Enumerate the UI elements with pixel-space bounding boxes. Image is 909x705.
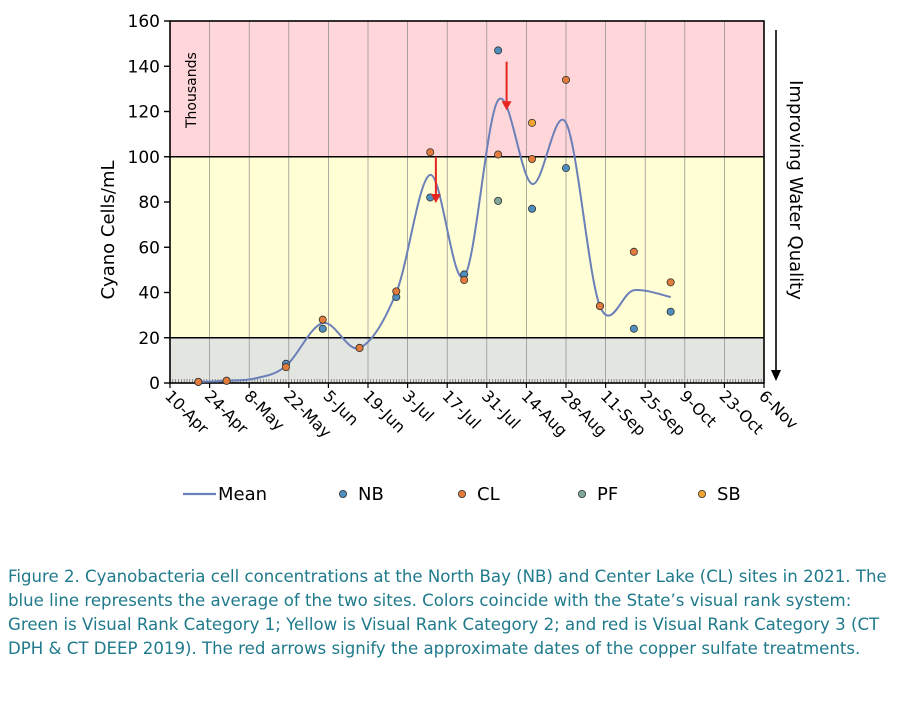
marker-nb [494,46,503,55]
marker-cl [392,287,401,296]
y-tick-label: 160 [128,12,160,32]
legend-label-pf: PF [597,484,618,505]
treatment-arrowhead-1 [430,194,441,203]
y-axis-ticks: 0 20 40 60 80 100 120 140 160 [128,12,170,394]
marker-nb [562,164,571,173]
marker-cl [355,343,364,352]
y-axis-label: Cyano Cells/mL [98,160,119,299]
figure-caption: Figure 2. Cyanobacteria cell concentrati… [8,567,887,658]
treatment-arrowhead-2 [501,101,512,111]
legend-label-nb: NB [358,484,384,505]
quality-arrow [771,30,781,381]
marker-cl [666,278,675,287]
y-tick-label: 0 [149,374,160,394]
legend: Mean NB CL PF SB [183,484,741,505]
marker-cl [562,75,571,84]
plot-frame [169,20,765,384]
marker-cl [460,276,469,285]
y-tick-label: 100 [128,148,160,168]
x-tick-label: 24-Apr [201,386,253,438]
marker-cl [595,302,604,311]
chart: Thousands 0 20 40 60 80 100 120 140 160 Cyano Ce… [98,12,806,505]
rank-band-2 [170,156,764,338]
marker-pf [494,196,503,205]
x-tick-label: 10-Apr [161,386,213,438]
treatment-arrows [430,61,512,203]
y-tick-label: 20 [138,329,160,349]
y-tick-label: 60 [138,238,160,258]
marker-cl [528,155,537,164]
y-tick-label: 40 [138,284,160,304]
data-markers [194,46,675,386]
y-tick-label: 80 [138,193,160,213]
marker-sb [528,118,537,127]
x-tick-label: 19-Jun [359,386,409,436]
improving-water-quality-label: Improving Water Quality [785,80,806,300]
legend-label-sb: SB [717,484,741,505]
marker-nb [666,307,675,316]
legend-swatch-nb [338,489,347,498]
marker-nb [629,324,638,333]
marker-cl [629,247,638,256]
legend-swatch-pf [578,489,587,498]
marker-cl [494,150,503,159]
y-tick-label: 120 [128,103,160,123]
rank-bands [170,21,764,383]
marker-nb [318,324,327,333]
legend-label-cl: CL [477,484,500,505]
units-note: Thousands [184,52,200,129]
marker-cl [426,148,435,157]
rank-band-1 [170,337,764,383]
marker-cl [222,376,231,385]
marker-cl [318,315,327,324]
marker-cl [281,363,290,372]
legend-label-mean: Mean [218,484,267,505]
marker-nb [528,204,537,213]
legend-swatch-cl [457,489,466,498]
y-tick-label: 140 [128,57,160,77]
marker-cl [194,377,203,386]
x-tick-label: 31-Jul [478,386,524,432]
rank-band-3 [170,21,764,157]
legend-swatch-sb [698,489,707,498]
x-tick-label: 17-Jul [438,386,484,432]
